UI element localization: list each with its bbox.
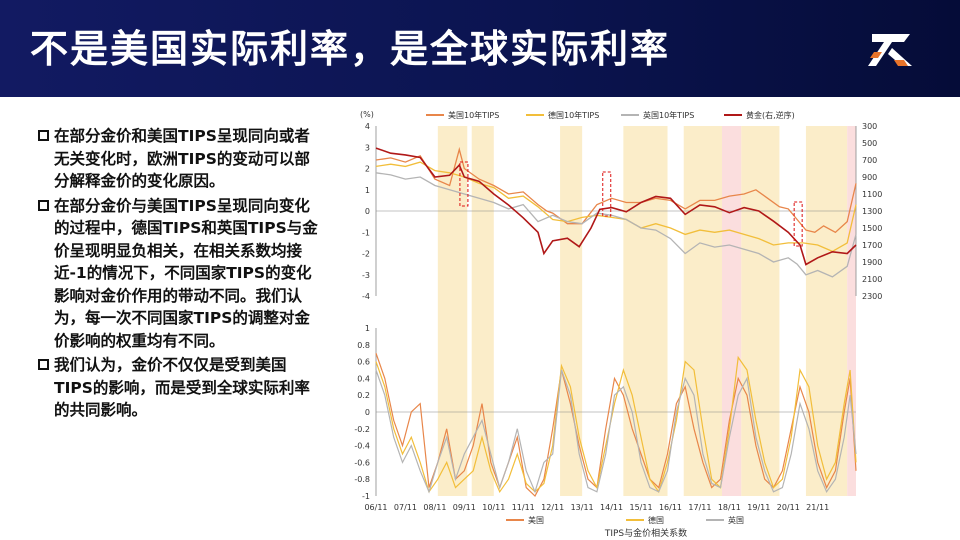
y-tick-label: 0 <box>365 408 370 417</box>
checkbox-bullet-icon <box>38 130 49 141</box>
legend-label: 英国10年TIPS <box>643 110 694 120</box>
bullet-text: 我们认为，金价不仅仅是受到美国TIPS的影响，而是受到全球实际利率的共同影响。 <box>54 356 310 419</box>
legend-label: 德国 <box>648 515 664 525</box>
y-left-tick-label: 0 <box>365 207 370 216</box>
shaded-period-pink <box>722 126 742 496</box>
x-tick-label: 14/11 <box>600 503 623 512</box>
x-tick-label: 17/11 <box>688 503 711 512</box>
x-tick-label: 08/11 <box>423 503 446 512</box>
y-tick-label: 1 <box>365 324 370 333</box>
y-tick-label: 0.6 <box>357 358 370 367</box>
y-left-tick-label: -4 <box>362 292 370 301</box>
bullet-list: 在部分金价和美国TIPS呈现同向或者无关变化时，欧洲TIPS的变动可以部分解释金… <box>38 125 320 424</box>
bullet-item: 我们认为，金价不仅仅是受到美国TIPS的影响，而是受到全球实际利率的共同影响。 <box>38 354 320 422</box>
series-line-uk <box>375 172 857 278</box>
legend-label: 英国 <box>728 515 744 525</box>
x-tick-label: 09/11 <box>453 503 476 512</box>
bullet-text: 在部分金价和美国TIPS呈现同向或者无关变化时，欧洲TIPS的变动可以部分解释金… <box>54 127 310 190</box>
unit-label: (%) <box>360 110 374 119</box>
shaded-period <box>471 126 494 496</box>
brand-logo-icon <box>868 34 912 66</box>
title-bar: 不是美国实际利率，是全球实际利率 <box>0 0 960 97</box>
shaded-period-pink <box>847 126 856 496</box>
y-tick-label: -0.4 <box>354 442 370 451</box>
y-tick-label: -0.6 <box>354 458 370 467</box>
y-right-tick-label: 1300 <box>862 207 882 216</box>
y-right-tick-label: 1700 <box>862 241 882 250</box>
y-tick-label: -1 <box>362 492 370 501</box>
shaded-period <box>560 126 583 496</box>
y-tick-label: -0.2 <box>354 425 370 434</box>
shaded-period <box>437 126 468 496</box>
y-right-tick-label: 700 <box>862 156 877 165</box>
corr-line-uk <box>375 369 857 494</box>
y-left-tick-label: -1 <box>362 228 370 237</box>
y-right-tick-label: 1100 <box>862 190 882 199</box>
y-tick-label: -0.8 <box>354 475 370 484</box>
y-right-tick-label: 1900 <box>862 258 882 267</box>
y-left-tick-label: -2 <box>362 250 370 259</box>
x-tick-label: 16/11 <box>659 503 682 512</box>
y-left-tick-label: 4 <box>365 122 370 131</box>
y-right-tick-label: 1500 <box>862 224 882 233</box>
y-right-tick-label: 300 <box>862 122 877 131</box>
corr-line-de <box>375 355 857 494</box>
chart-title: TIPS与金价相关系数 <box>604 527 687 538</box>
series-line-gold <box>375 147 857 266</box>
y-tick-label: 0.4 <box>357 374 370 383</box>
highlight-box <box>459 161 469 207</box>
bullet-text: 在部分金价与美国TIPS呈现同向变化的过程中，德国TIPS和英国TIPS与金价呈… <box>54 196 318 350</box>
y-left-tick-label: -3 <box>362 271 370 280</box>
y-tick-label: 0.2 <box>357 391 370 400</box>
x-tick-label: 13/11 <box>571 503 594 512</box>
y-left-tick-label: 3 <box>365 143 370 152</box>
x-tick-label: 10/11 <box>482 503 505 512</box>
shaded-period <box>683 126 723 496</box>
legend-label: 黄金(右,逆序) <box>746 110 795 120</box>
legend-label: 美国 <box>528 515 544 525</box>
bullet-item: 在部分金价与美国TIPS呈现同向变化的过程中，德国TIPS和英国TIPS与金价呈… <box>38 195 320 353</box>
highlight-box <box>793 201 803 247</box>
series-line-de <box>375 161 857 253</box>
y-left-tick-label: 2 <box>365 165 370 174</box>
tips-gold-chart: (%) 4 3 2 1 0 -1 -2 -3 -4 300 500 700 900 1100 1300 1500… <box>354 110 882 538</box>
y-right-tick-label: 500 <box>862 139 877 148</box>
x-tick-label: 18/11 <box>718 503 741 512</box>
shaded-period <box>623 126 668 496</box>
highlight-box <box>602 171 612 217</box>
y-tick-label: 0.8 <box>357 341 370 350</box>
y-left-tick-label: 1 <box>365 186 370 195</box>
x-tick-label: 20/11 <box>777 503 800 512</box>
legend-label: 美国10年TIPS <box>448 110 499 120</box>
page-title: 不是美国实际利率，是全球实际利率 <box>30 27 671 71</box>
shaded-period <box>741 126 780 496</box>
legend-label: 德国10年TIPS <box>548 110 599 120</box>
x-tick-label: 07/11 <box>394 503 417 512</box>
x-tick-label: 12/11 <box>541 503 564 512</box>
x-tick-label: 21/11 <box>806 503 829 512</box>
y-right-tick-label: 2100 <box>862 275 882 284</box>
shaded-period <box>805 126 848 496</box>
y-right-tick-label: 900 <box>862 173 877 182</box>
checkbox-bullet-icon <box>38 199 49 211</box>
x-tick-label: 06/11 <box>364 503 387 512</box>
y-right-tick-label: 2300 <box>862 292 882 301</box>
bullet-item: 在部分金价和美国TIPS呈现同向或者无关变化时，欧洲TIPS的变动可以部分解释金… <box>38 125 320 193</box>
x-tick-label: 19/11 <box>747 503 770 512</box>
x-tick-label: 11/11 <box>512 503 535 512</box>
x-tick-label: 15/11 <box>629 503 652 512</box>
checkbox-bullet-icon <box>38 359 49 370</box>
